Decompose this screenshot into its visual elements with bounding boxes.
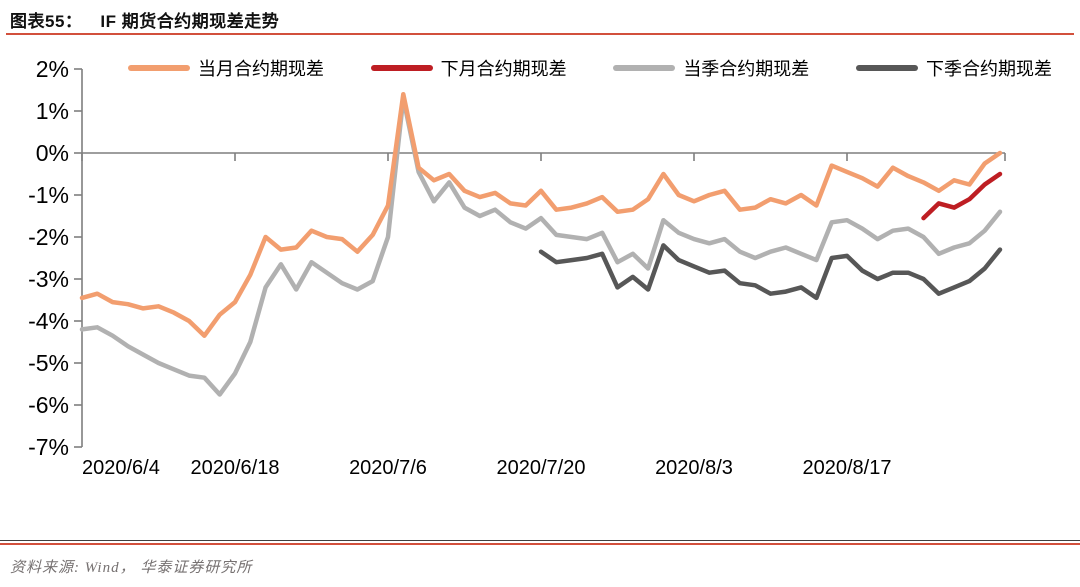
- footer-divider-red: [0, 543, 1080, 545]
- figure-number-label: 图表55：: [10, 12, 83, 31]
- legend-item: 下季合约期现差: [855, 55, 1052, 81]
- y-tick-label: -4%: [28, 308, 69, 334]
- y-tick-label: -7%: [28, 434, 69, 460]
- series-line-下月合约期现差: [921, 171, 1003, 221]
- series-line-当月合约期现差: [79, 91, 1003, 338]
- legend-swatch: [613, 65, 676, 71]
- source-note: 资料来源: Wind， 华泰证券研究所: [10, 560, 253, 576]
- chart-legend: 当月合约期现差 下月合约期现差 当季合约期现差 下季合约期现差: [128, 56, 1052, 80]
- series-line-当季合约期现差: [79, 96, 1003, 397]
- legend-item: 当季合约期现差: [613, 55, 809, 81]
- legend-label: 当月合约期现差: [198, 59, 324, 79]
- footer-divider-dark: [0, 540, 1080, 541]
- legend-label: 下月合约期现差: [440, 59, 567, 79]
- legend-swatch: [855, 65, 918, 71]
- x-tick-label: 2020/6/4: [82, 457, 160, 479]
- y-tick-label: 1%: [36, 98, 69, 124]
- x-tick-label: 2020/7/20: [497, 457, 586, 479]
- x-tick-label: 2020/7/6: [349, 457, 427, 479]
- title-divider-rule: [6, 33, 1074, 35]
- y-tick-label: -3%: [28, 266, 69, 292]
- x-tick-label: 2020/6/18: [191, 457, 280, 479]
- y-tick-label: 2%: [36, 56, 69, 82]
- x-tick-label: 2020/8/17: [803, 457, 892, 479]
- legend-item: 下月合约期现差: [370, 55, 567, 81]
- legend-item: 当月合约期现差: [128, 55, 324, 81]
- basis-line-chart: 2% 1% 0% -1% -2% -3% -4% -5% -6% -7% 2020/6/4 2020/…: [28, 56, 1006, 479]
- x-tick-label: 2020/8/3: [655, 457, 733, 479]
- figure-title-text: IF 期货合约期现差走势: [100, 12, 280, 31]
- y-tick-label: -6%: [28, 392, 69, 418]
- y-tick-label: -5%: [28, 350, 69, 376]
- legend-label: 下季合约期现差: [925, 59, 1052, 79]
- y-tick-label: -2%: [28, 224, 69, 250]
- figure-title-row: 图表55： IF 期货合约期现差走势: [10, 7, 279, 32]
- series-line-下季合约期现差: [538, 243, 1003, 301]
- y-tick-label: 0%: [36, 140, 69, 166]
- y-tick-label: -1%: [28, 182, 69, 208]
- legend-swatch: [370, 65, 433, 71]
- legend-label: 当季合约期现差: [683, 59, 810, 79]
- legend-swatch: [128, 65, 190, 71]
